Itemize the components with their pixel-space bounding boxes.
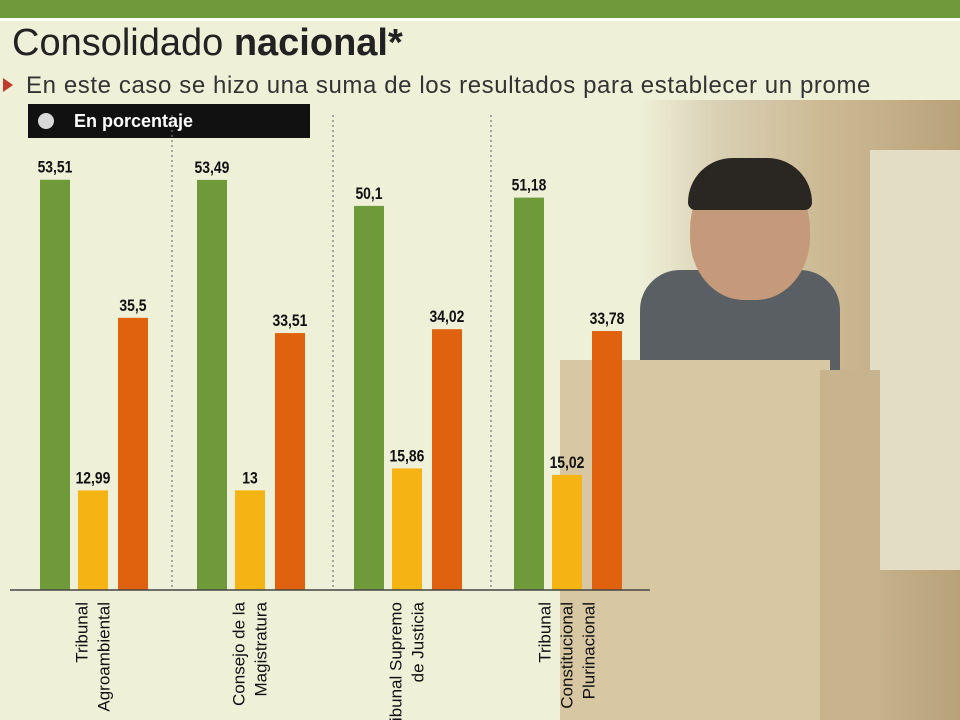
title-bold: nacional*: [233, 22, 403, 64]
category-tick-label: de Justicia: [408, 601, 427, 682]
bar: [432, 329, 462, 590]
bar: [392, 468, 422, 590]
bar: [552, 474, 582, 590]
category-tick-label: Tribunal Supremo: [386, 602, 405, 720]
bar-value-label: 13: [242, 469, 258, 488]
header-divider: [0, 18, 960, 21]
bar-value-label: 53,51: [38, 159, 73, 178]
bar: [40, 179, 70, 591]
category-tick-label: Tribunal: [72, 602, 91, 663]
bar-value-label: 33,78: [590, 310, 625, 329]
bar: [514, 197, 544, 590]
bar-value-label: 12,99: [76, 469, 111, 488]
subtitle: En este caso se hizo una suma de los res…: [26, 72, 871, 99]
photo-ballot-box-side: [820, 370, 880, 720]
bar-value-label: 33,51: [273, 312, 308, 331]
bar-value-label: 51,18: [512, 176, 547, 195]
bar-value-label: 34,02: [430, 308, 465, 327]
bar: [275, 333, 305, 590]
bar: [78, 490, 108, 590]
bar-value-label: 15,02: [550, 454, 585, 473]
category-tick-label: Constitucional: [557, 602, 576, 709]
bar-value-label: 15,86: [390, 447, 425, 466]
bar-value-label: 53,49: [195, 159, 230, 178]
category-tick-label: Agroambiental: [94, 602, 113, 712]
category-tick-label: Consejo de la: [229, 601, 248, 706]
bar: [354, 205, 384, 590]
bar-value-label: 35,5: [119, 297, 146, 316]
bar: [592, 331, 622, 590]
bar: [118, 317, 148, 590]
photo-wall: [870, 150, 960, 570]
category-tick-label: Magistratura: [251, 601, 270, 696]
header-bar: [0, 0, 960, 18]
legend: En porcentaje: [28, 104, 310, 138]
bar: [197, 179, 227, 590]
legend-dot-icon: [38, 113, 54, 129]
bar: [235, 490, 265, 590]
photo-person-hair: [688, 158, 812, 210]
bullet-triangle-icon: [3, 78, 13, 92]
title-regular: Consolidado: [12, 22, 224, 64]
legend-label: En porcentaje: [74, 111, 194, 131]
page-title: Consolidado nacional*: [12, 22, 403, 65]
category-tick-label: Tribunal: [535, 602, 554, 663]
category-tick-label: Plurinacional: [579, 602, 598, 699]
bar-value-label: 50,1: [355, 185, 382, 204]
